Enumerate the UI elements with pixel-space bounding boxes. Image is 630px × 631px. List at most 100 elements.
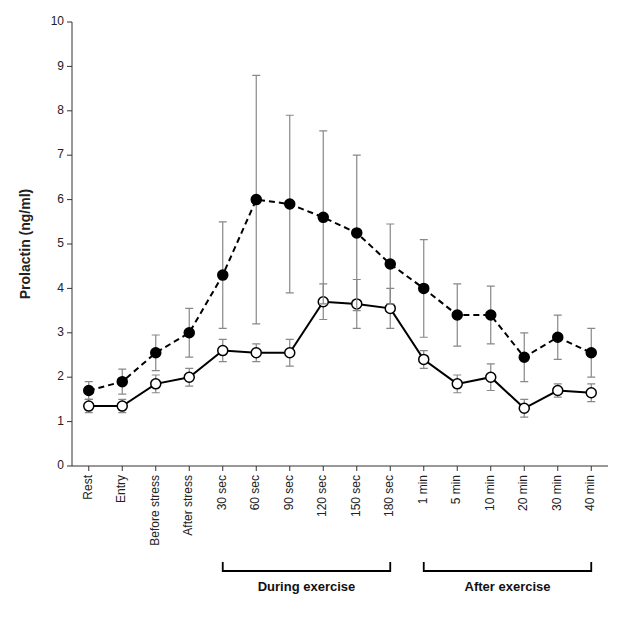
error-bar bbox=[118, 399, 126, 412]
marker bbox=[151, 348, 161, 358]
error-bar bbox=[487, 364, 495, 391]
y-tick-label: 3 bbox=[57, 325, 64, 339]
marker bbox=[285, 348, 295, 358]
y-tick bbox=[67, 66, 72, 67]
x-tick-label: 20 min bbox=[516, 475, 530, 511]
error-bar bbox=[152, 375, 160, 393]
marker bbox=[218, 346, 228, 356]
marker bbox=[117, 401, 127, 411]
series-line bbox=[89, 302, 592, 409]
axes: 012345678910RestEntryBefore stressAfter … bbox=[51, 14, 608, 546]
y-tick-label: 8 bbox=[57, 103, 64, 117]
marker bbox=[486, 310, 496, 320]
series-line bbox=[89, 200, 592, 391]
y-tick bbox=[67, 199, 72, 200]
x-tick bbox=[356, 466, 357, 471]
x-tick-label: After stress bbox=[181, 475, 195, 536]
error-bar bbox=[453, 284, 461, 346]
error-bar bbox=[85, 399, 93, 412]
error-bar bbox=[185, 308, 193, 357]
x-tick bbox=[591, 466, 592, 471]
x-tick-label: 90 sec bbox=[282, 475, 296, 510]
marker bbox=[419, 354, 429, 364]
x-tick bbox=[524, 466, 525, 471]
y-tick bbox=[67, 466, 72, 467]
x-tick bbox=[256, 466, 257, 471]
x-tick-label: 150 sec bbox=[349, 475, 363, 517]
bracket-annotation: After exercise bbox=[424, 562, 592, 594]
series bbox=[84, 75, 597, 399]
x-tick bbox=[289, 466, 290, 471]
y-tick bbox=[67, 155, 72, 156]
marker bbox=[586, 348, 596, 358]
error-bar bbox=[587, 384, 595, 402]
x-tick-label: 60 sec bbox=[248, 475, 262, 510]
y-tick-label: 10 bbox=[51, 14, 65, 28]
y-tick-label: 6 bbox=[57, 192, 64, 206]
bracket-label: During exercise bbox=[258, 579, 356, 594]
plot-area bbox=[84, 75, 597, 417]
error-bars bbox=[85, 75, 596, 399]
bracket bbox=[424, 562, 592, 571]
marker bbox=[251, 195, 261, 205]
error-bar bbox=[587, 328, 595, 377]
marker bbox=[452, 379, 462, 389]
error-bar bbox=[520, 333, 528, 382]
error-bar bbox=[85, 382, 93, 400]
error-bar bbox=[185, 368, 193, 386]
y-axis-label: Prolactin (ng/ml) bbox=[17, 189, 33, 299]
x-tick-label: 120 sec bbox=[315, 475, 329, 517]
y-tick bbox=[67, 421, 72, 422]
y-tick bbox=[67, 332, 72, 333]
marker bbox=[285, 199, 295, 209]
error-bar bbox=[219, 339, 227, 361]
x-tick bbox=[323, 466, 324, 471]
marker bbox=[553, 386, 563, 396]
x-tick bbox=[122, 466, 123, 471]
chart: 012345678910RestEntryBefore stressAfter … bbox=[0, 0, 630, 631]
x-tick-label: 1 min bbox=[416, 475, 430, 504]
x-tick-label: Rest bbox=[81, 474, 95, 499]
bracket-annotation: During exercise bbox=[223, 562, 391, 594]
error-bar bbox=[386, 224, 394, 304]
x-tick-label: 5 min bbox=[449, 475, 463, 504]
x-tick-label: 30 min bbox=[550, 475, 564, 511]
error-bar bbox=[453, 375, 461, 393]
x-tick bbox=[155, 466, 156, 471]
error-bar bbox=[420, 240, 428, 338]
bracket bbox=[223, 562, 391, 571]
error-bar bbox=[118, 369, 126, 394]
marker bbox=[218, 270, 228, 280]
x-tick bbox=[557, 466, 558, 471]
y-tick-label: 2 bbox=[57, 369, 64, 383]
y-tick-label: 1 bbox=[57, 414, 64, 428]
marker bbox=[553, 332, 563, 342]
marker bbox=[117, 377, 127, 387]
error-bar bbox=[554, 315, 562, 359]
marker bbox=[586, 388, 596, 398]
x-tick bbox=[423, 466, 424, 471]
y-tick-label: 9 bbox=[57, 59, 64, 73]
marker bbox=[519, 403, 529, 413]
x-tick bbox=[222, 466, 223, 471]
marker bbox=[84, 386, 94, 396]
x-tick-label: 40 min bbox=[583, 475, 597, 511]
x-tick bbox=[490, 466, 491, 471]
y-tick-label: 5 bbox=[57, 236, 64, 250]
x-tick-label: Before stress bbox=[148, 475, 162, 546]
error-bar bbox=[219, 222, 227, 329]
series bbox=[84, 280, 597, 418]
error-bar bbox=[520, 399, 528, 417]
x-tick-label: 30 sec bbox=[215, 475, 229, 510]
error-bar bbox=[252, 75, 260, 324]
error-bar bbox=[353, 155, 361, 310]
x-tick-label: Entry bbox=[114, 475, 128, 503]
error-bar bbox=[252, 344, 260, 362]
marker bbox=[84, 401, 94, 411]
marker bbox=[385, 303, 395, 313]
marker bbox=[486, 372, 496, 382]
marker bbox=[385, 259, 395, 269]
x-tick-label: 180 sec bbox=[382, 475, 396, 517]
x-axis-line bbox=[72, 466, 608, 467]
marker bbox=[151, 379, 161, 389]
